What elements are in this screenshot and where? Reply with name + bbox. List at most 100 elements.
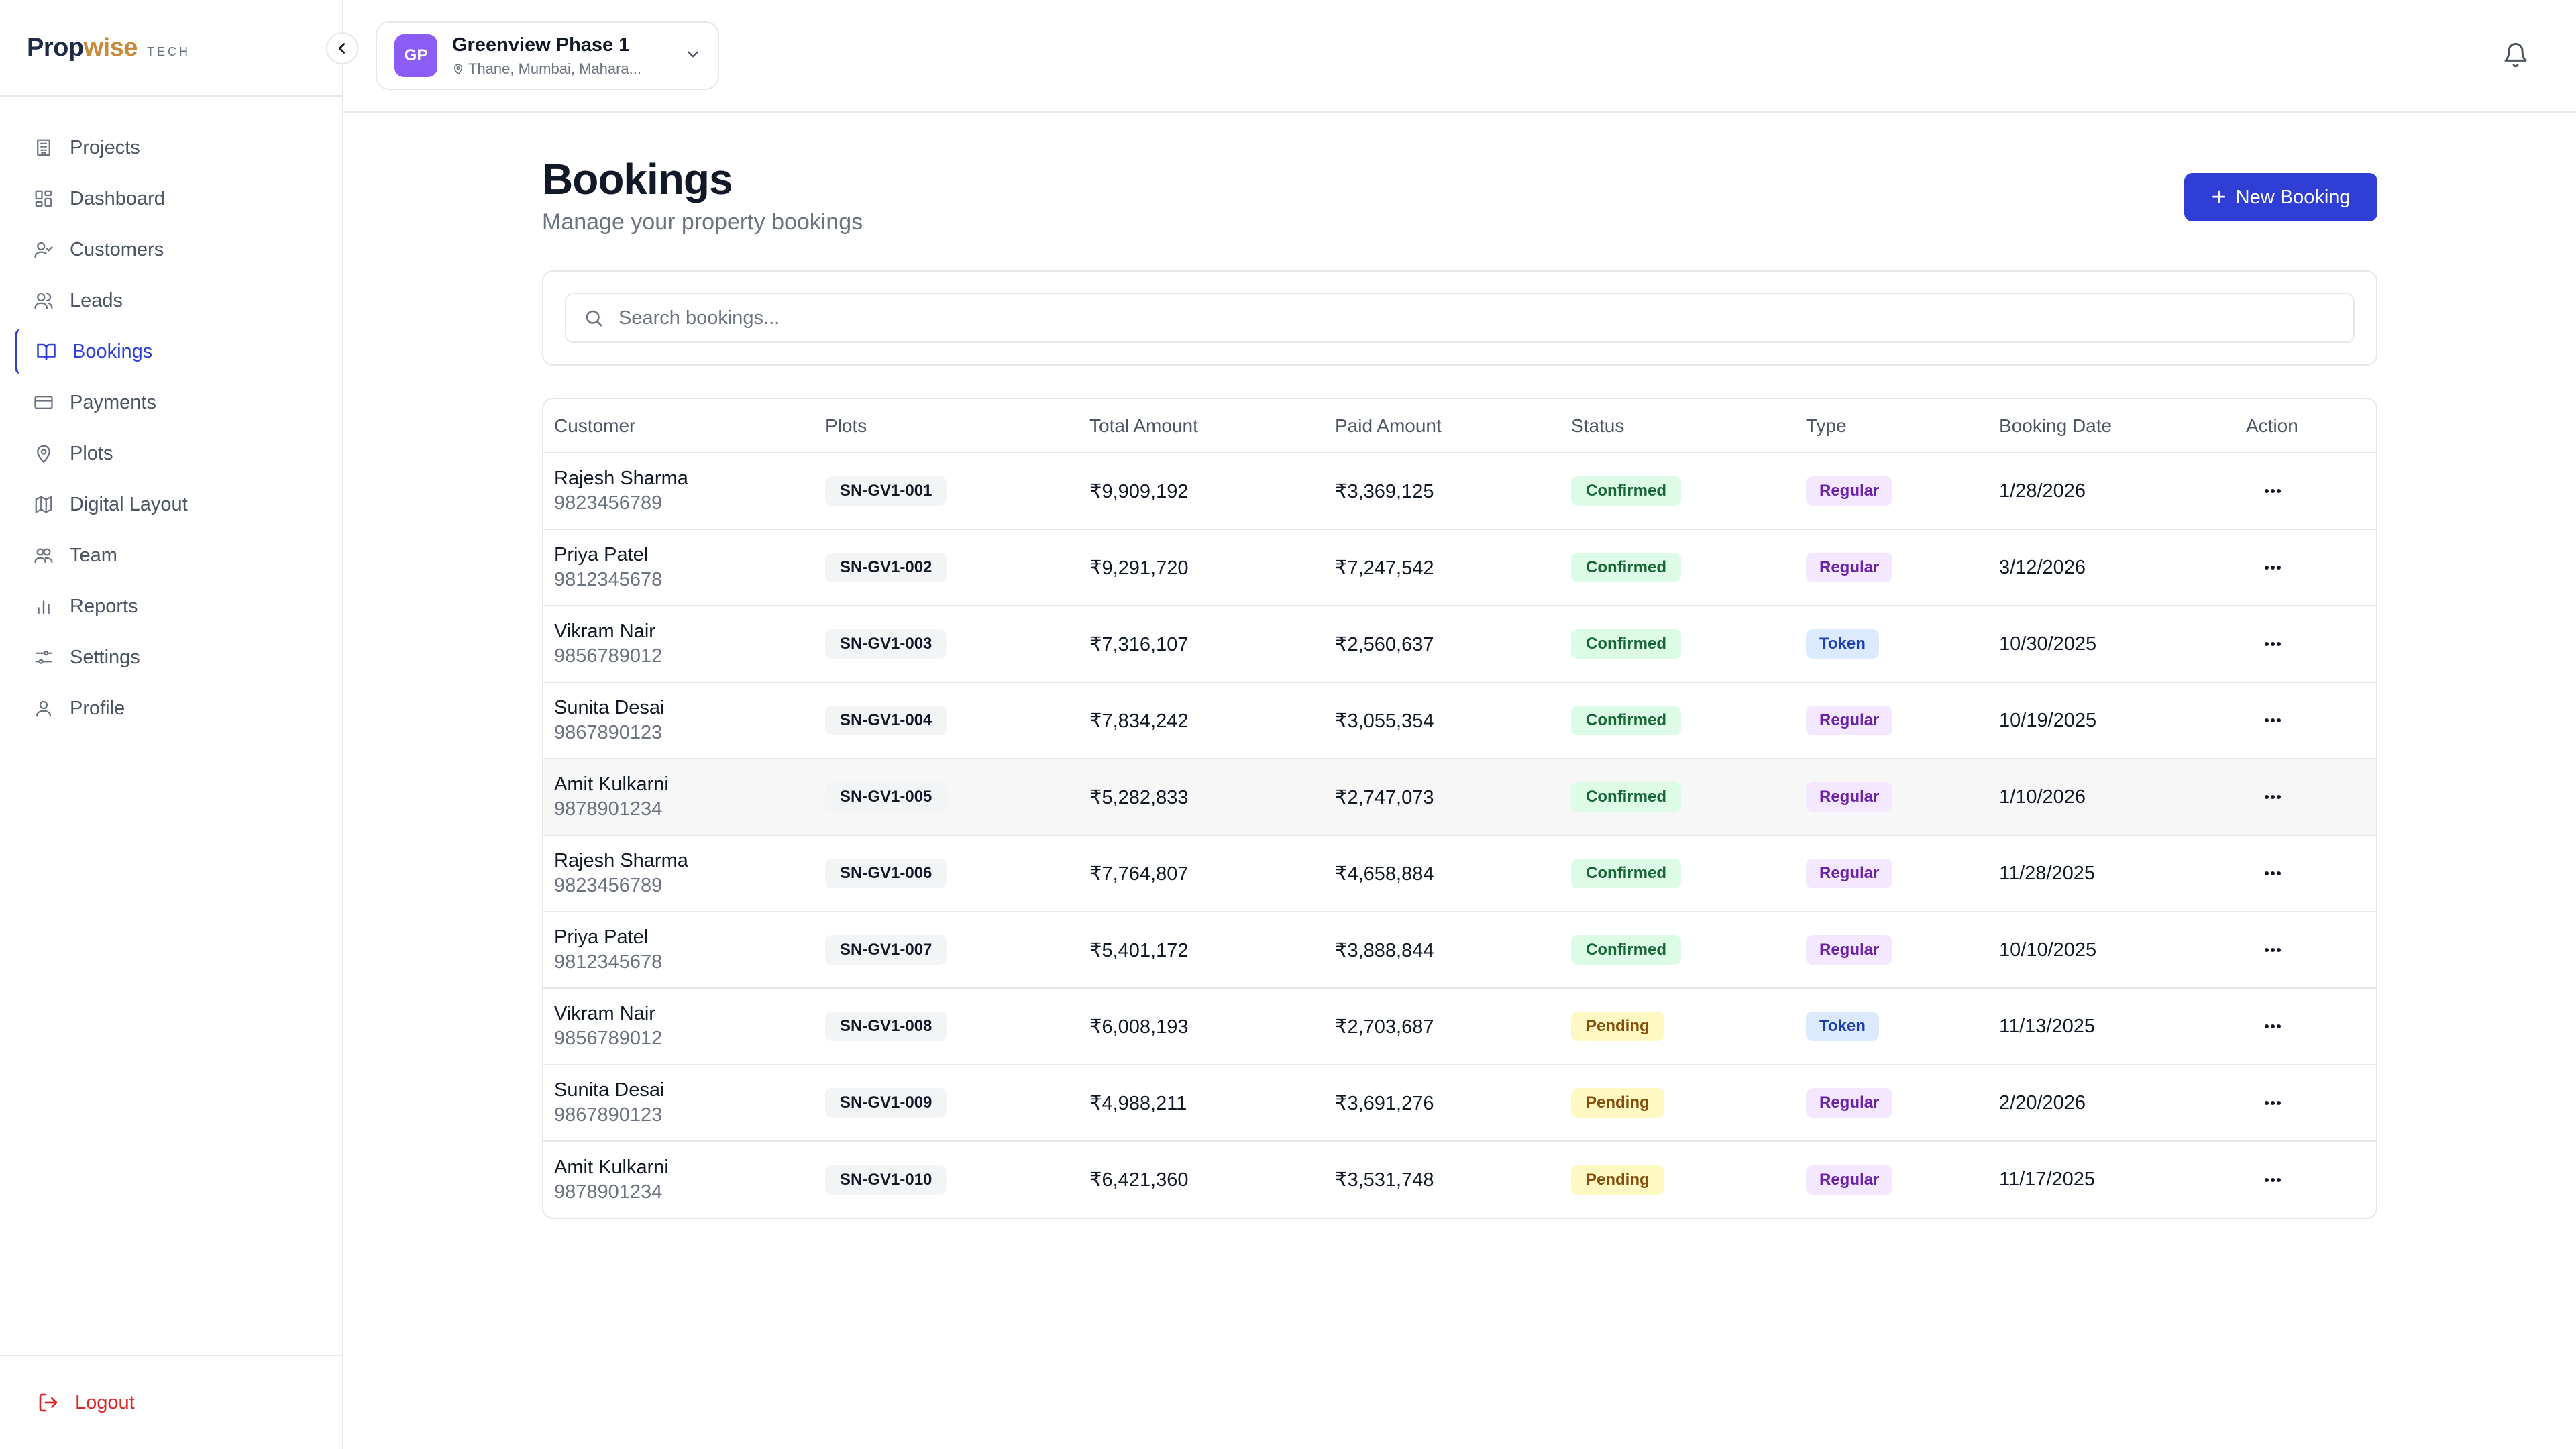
sidebar-item-team[interactable]: Team — [0, 530, 342, 581]
sidebar-item-label: Settings — [70, 646, 140, 668]
total-amount-cell: ₹4,988,211 — [1079, 1065, 1324, 1142]
booking-date-cell: 11/28/2025 — [1988, 835, 2235, 912]
plot-badge: SN-GV1-009 — [825, 1088, 947, 1118]
type-badge: Token — [1806, 1012, 1879, 1041]
sidebar-item-payments[interactable]: Payments — [0, 377, 342, 428]
type-cell: Regular — [1795, 759, 1988, 836]
plot-cell: SN-GV1-006 — [814, 835, 1079, 912]
customer-cell: Sunita Desai 9867890123 — [543, 1065, 814, 1142]
paid-amount-cell: ₹2,747,073 — [1324, 759, 1560, 836]
customer-cell: Vikram Nair 9856789012 — [543, 988, 814, 1065]
table-row[interactable]: Sunita Desai 9867890123 SN-GV1-009 ₹4,988… — [543, 1065, 2376, 1142]
more-horizontal-icon — [2265, 489, 2281, 493]
plot-cell: SN-GV1-007 — [814, 912, 1079, 989]
table-row[interactable]: Sunita Desai 9867890123 SN-GV1-004 ₹7,834… — [543, 682, 2376, 759]
sidebar-item-label: Leads — [70, 289, 123, 311]
type-cell: Regular — [1795, 529, 1988, 606]
table-row[interactable]: Priya Patel 9812345678 SN-GV1-002 ₹9,291,… — [543, 529, 2376, 606]
project-name: Greenview Phase 1 — [452, 34, 630, 56]
column-header-booking-date[interactable]: Booking Date — [1988, 399, 2235, 453]
customer-name: Amit Kulkarni — [554, 773, 669, 795]
search-box[interactable] — [565, 293, 2355, 343]
more-actions-button[interactable] — [2257, 704, 2289, 737]
total-amount-cell: ₹5,282,833 — [1079, 759, 1324, 836]
table-row[interactable]: Priya Patel 9812345678 SN-GV1-007 ₹5,401,… — [543, 912, 2376, 989]
type-cell: Token — [1795, 988, 1988, 1065]
table-row[interactable]: Rajesh Sharma 9823456789 SN-GV1-006 ₹7,76… — [543, 835, 2376, 912]
sidebar-item-reports[interactable]: Reports — [0, 581, 342, 632]
logout-button[interactable]: Logout — [0, 1355, 342, 1449]
sidebar-item-plots[interactable]: Plots — [0, 428, 342, 479]
brand-row: Propwise TECH — [0, 0, 358, 97]
sidebar-item-label: Team — [70, 544, 117, 566]
status-cell: Confirmed — [1560, 759, 1795, 836]
total-amount-cell: ₹7,834,242 — [1079, 682, 1324, 759]
page-header: Bookings Manage your property bookings +… — [542, 154, 2377, 235]
chevron-left-icon — [338, 43, 345, 54]
customer-name: Rajesh Sharma — [554, 468, 688, 489]
column-header-total-amount[interactable]: Total Amount — [1079, 399, 1324, 453]
sidebar-item-profile[interactable]: Profile — [0, 683, 342, 734]
column-header-status[interactable]: Status — [1560, 399, 1795, 453]
sidebar-item-bookings[interactable]: Bookings — [0, 326, 342, 377]
column-header-plots[interactable]: Plots — [814, 399, 1079, 453]
more-actions-button[interactable] — [2257, 934, 2289, 966]
status-badge: Confirmed — [1571, 706, 1681, 735]
customer-phone: 9878901234 — [554, 1181, 663, 1203]
location-pin-icon — [453, 64, 463, 75]
logout-icon — [38, 1392, 59, 1413]
more-actions-button[interactable] — [2257, 1087, 2289, 1119]
sliders-icon — [32, 646, 55, 669]
paid-amount-cell: ₹3,531,748 — [1335, 1169, 1434, 1191]
table-row[interactable]: Rajesh Sharma 9823456789 SN-GV1-001 ₹9,90… — [543, 453, 2376, 530]
column-header-action: Action — [2235, 399, 2376, 453]
sidebar-item-digital-layout[interactable]: Digital Layout — [0, 479, 342, 530]
collapse-sidebar-button[interactable] — [326, 32, 358, 64]
credit-card-icon — [32, 391, 55, 414]
more-actions-button[interactable] — [2257, 475, 2289, 507]
table-row[interactable]: Vikram Nair 9856789012 SN-GV1-003 ₹7,316,… — [543, 606, 2376, 683]
more-actions-button[interactable] — [2257, 551, 2289, 584]
page-title: Bookings — [542, 155, 733, 203]
chevron-down-icon — [684, 46, 702, 66]
brand-suffix: TECH — [146, 44, 191, 58]
table-row[interactable]: Vikram Nair 9856789012 SN-GV1-008 ₹6,008,… — [543, 988, 2376, 1065]
project-avatar: GP — [394, 34, 437, 77]
bookings-table: Customer Plots Total Amount Paid Amount … — [543, 399, 2376, 1218]
paid-amount-cell: ₹7,247,542 — [1324, 529, 1560, 606]
customer-cell: Amit Kulkarni 9878901234 — [543, 759, 814, 836]
sidebar-item-settings[interactable]: Settings — [0, 632, 342, 683]
new-booking-button[interactable]: + New Booking — [2184, 173, 2377, 221]
type-cell: Regular — [1795, 453, 1988, 530]
plot-cell: SN-GV1-002 — [814, 529, 1079, 606]
action-cell — [2235, 835, 2376, 912]
users-icon — [32, 289, 55, 312]
brand-logo[interactable]: Propwise TECH — [27, 34, 191, 62]
column-header-type[interactable]: Type — [1795, 399, 1988, 453]
sidebar-item-customers[interactable]: Customers — [0, 224, 342, 275]
status-cell: Confirmed — [1560, 912, 1795, 989]
search-input[interactable] — [619, 307, 2296, 329]
project-switcher[interactable]: GP Greenview Phase 1 Thane, Mumbai, Maha… — [376, 21, 719, 90]
plot-badge: SN-GV1-008 — [825, 1012, 947, 1041]
more-actions-button[interactable] — [2257, 857, 2289, 890]
column-header-paid-amount[interactable]: Paid Amount — [1324, 399, 1560, 453]
more-actions-button[interactable] — [2257, 1164, 2289, 1196]
type-badge: Regular — [1806, 859, 1893, 888]
more-horizontal-icon — [2265, 1177, 2281, 1182]
customer-cell: Vikram Nair 9856789012 — [543, 606, 814, 683]
sidebar-item-projects[interactable]: Projects — [0, 122, 342, 173]
more-actions-button[interactable] — [2257, 1010, 2289, 1042]
more-actions-button[interactable] — [2257, 781, 2289, 813]
more-horizontal-icon — [2265, 642, 2281, 646]
sidebar-item-dashboard[interactable]: Dashboard — [0, 173, 342, 224]
notifications-button[interactable] — [2502, 42, 2529, 72]
type-cell: Token — [1795, 606, 1988, 683]
sidebar-item-leads[interactable]: Leads — [0, 275, 342, 326]
customer-name: Amit Kulkarni — [554, 1156, 669, 1178]
table-row[interactable]: Amit Kulkarni 9878901234 SN-GV1-005 ₹5,28… — [543, 759, 2376, 836]
plot-badge: SN-GV1-003 — [825, 629, 947, 659]
column-header-customer[interactable]: Customer — [543, 399, 814, 453]
table-row[interactable]: Amit Kulkarni 9878901234 SN-GV1-010 ₹6,42… — [543, 1141, 2376, 1218]
more-actions-button[interactable] — [2257, 628, 2289, 660]
